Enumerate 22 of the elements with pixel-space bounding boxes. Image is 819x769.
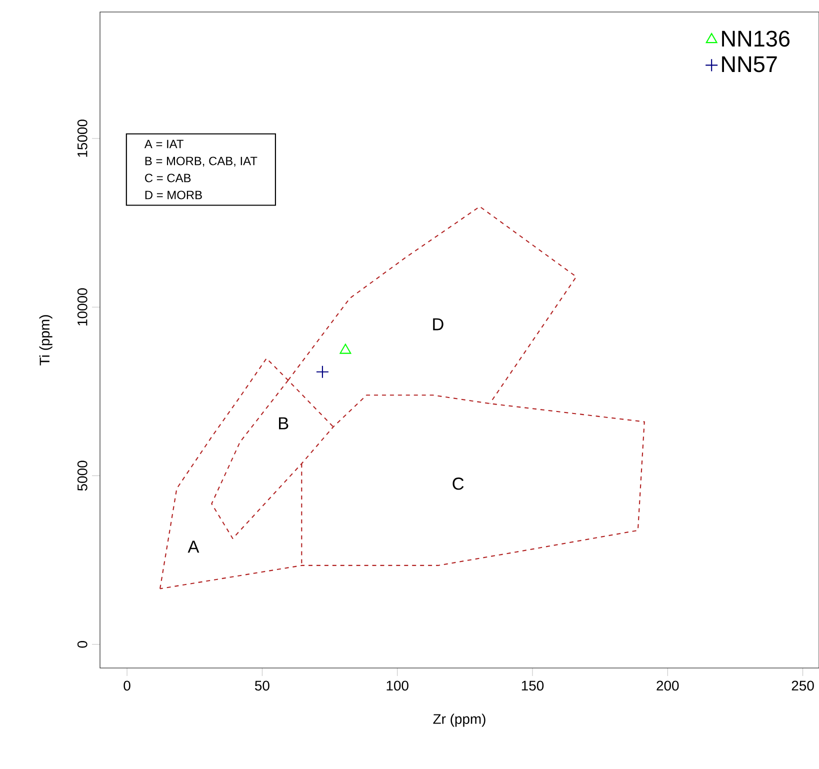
annotation: B = MORB, CAB, IAT [145,156,258,167]
legend-label: NN57 [722,56,777,72]
annotation: C [452,478,464,490]
x-tick-label: 250 [792,680,814,691]
x-tick-label: 200 [656,680,679,691]
y-tick-label: 5000 [77,460,88,491]
annotation: D [433,318,444,330]
y-axis-title: Ti (ppm) [39,315,52,366]
x-tick-label: 100 [386,680,408,691]
annotation: A = IAT [144,140,184,148]
x-tick-label: 0 [124,680,130,691]
y-tick-label: 10000 [77,288,88,326]
annotation: D = MORB [145,190,202,200]
annotation: B [279,417,288,430]
x-tick-label: 150 [522,680,544,691]
x-tick-label: 50 [254,680,270,691]
x-axis-title: Zr (ppm) [433,714,486,727]
y-tick-label: 15000 [77,120,88,157]
annotation: A [188,540,200,553]
y-tick-label: 0 [77,641,88,648]
annotation: C = CAB [145,174,191,182]
legend-label: NN136 [722,30,790,47]
